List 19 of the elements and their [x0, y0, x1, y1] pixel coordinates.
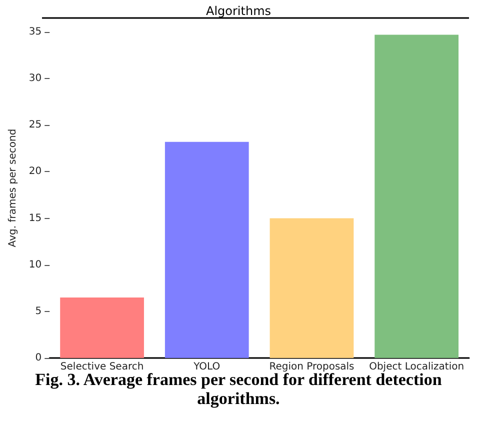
y-axis-title: Avg. frames per second — [8, 128, 18, 248]
y-tick-label: 20 — [28, 166, 42, 178]
y-tick-label: 0 — [35, 352, 42, 364]
bar — [270, 218, 354, 358]
y-tick-label: 5 — [35, 306, 42, 317]
y-tick-label: 35 — [28, 26, 42, 38]
y-tick-label: 25 — [28, 120, 42, 131]
x-tick-label: Region Proposals — [269, 362, 354, 372]
chart-title: Algorithms — [206, 4, 272, 18]
bar — [374, 34, 459, 358]
x-tick-label: Selective Search — [60, 362, 144, 372]
y-tick-label: 10 — [28, 259, 42, 270]
x-tick-label: Object Localization — [369, 362, 464, 372]
bar — [164, 142, 249, 358]
y-tick-label: 30 — [28, 73, 42, 84]
x-tick-label: YOLO — [192, 362, 220, 372]
bar — [60, 297, 144, 358]
y-tick-label: 15 — [28, 212, 42, 224]
caption: Fig. 3. Average frames per second for different detection algorithms. — [34, 370, 443, 408]
